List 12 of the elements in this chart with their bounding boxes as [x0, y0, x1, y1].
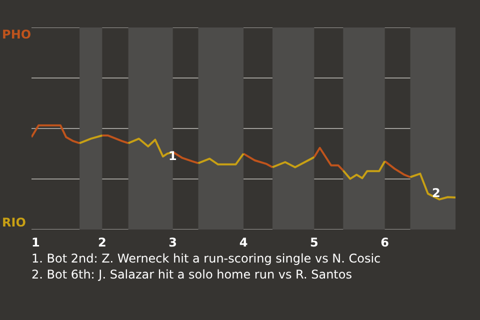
annotation: 1 — [168, 148, 177, 163]
x-tick-label: 6 — [380, 236, 390, 250]
text: RIO — [2, 216, 26, 230]
text: PHO — [2, 28, 32, 42]
x-tick-label: 3 — [168, 236, 178, 250]
x-tick-label: 1 — [32, 236, 40, 250]
annotation: 2 — [432, 186, 440, 200]
x-tick-label: 2 — [98, 236, 106, 250]
text: 1. Bot 2nd: Z. Werneck hit a run-scoring single vs N. Cosic — [32, 252, 381, 266]
text: 2. Bot 6th: J. Salazar hit a solo home run vs R. Santos — [32, 268, 352, 282]
x-tick-label: 5 — [310, 236, 318, 250]
x-tick-label: 4 — [239, 236, 248, 250]
